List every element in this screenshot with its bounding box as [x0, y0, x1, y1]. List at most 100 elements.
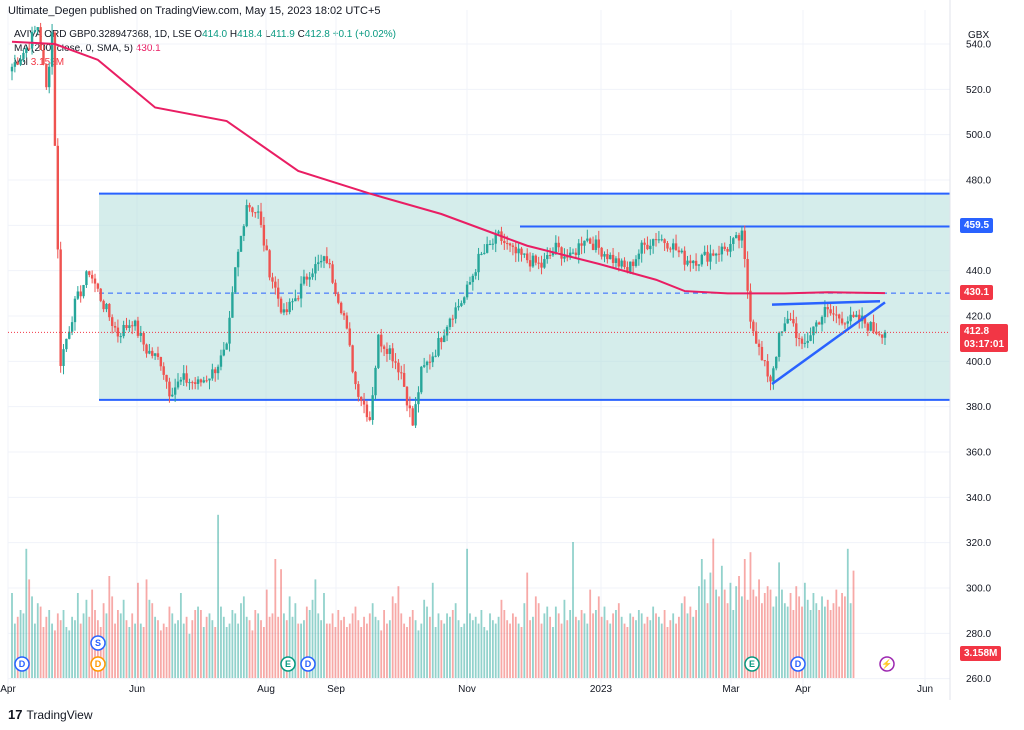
volume-bar — [635, 620, 637, 678]
volume-bar — [406, 627, 408, 678]
volume-bar — [720, 565, 723, 678]
candle — [308, 272, 311, 287]
candle-body — [30, 32, 34, 49]
volume-bar — [449, 616, 451, 678]
candle — [62, 344, 65, 375]
candle — [339, 301, 343, 315]
volume-bar — [540, 623, 543, 678]
candle — [231, 286, 234, 318]
candle-body — [772, 368, 775, 382]
volume-bar — [194, 610, 197, 678]
volume-bar — [320, 620, 323, 678]
candle — [746, 251, 749, 299]
candle-body — [16, 62, 19, 65]
volume-bar — [234, 613, 237, 678]
volume-bar — [626, 627, 629, 678]
price-chart[interactable]: 260.0 280.0 300.0 320.0 340.0 360.0 380.0 400.0… — [0, 0, 1024, 700]
candle-body — [400, 372, 403, 374]
candle-body — [108, 303, 111, 318]
volume-bar — [709, 572, 712, 678]
candle-body — [703, 251, 706, 255]
volume-bar — [291, 616, 294, 678]
candle — [646, 236, 649, 251]
candle-body — [93, 278, 97, 284]
candle-body — [225, 343, 228, 350]
candle-body — [597, 239, 600, 248]
candle-body — [795, 323, 798, 339]
candle-body — [517, 248, 520, 254]
volume-bar — [752, 589, 755, 678]
candle — [254, 211, 257, 218]
event-badge-label: S — [95, 638, 101, 648]
candle — [474, 268, 477, 280]
volume-bar — [852, 570, 855, 678]
candle — [179, 377, 183, 386]
candle — [59, 241, 62, 373]
candle — [523, 253, 526, 258]
y-tick-label: 340.0 — [966, 493, 991, 504]
volume-bar — [600, 616, 603, 678]
volume-bar — [803, 582, 806, 678]
candle — [302, 269, 306, 286]
candle — [216, 364, 220, 380]
volume-bar — [139, 623, 142, 678]
volume-bar — [569, 610, 572, 678]
volume-bar — [838, 606, 841, 678]
candle-body — [251, 207, 254, 213]
candle-body — [73, 298, 77, 323]
range-box-lines — [99, 192, 950, 401]
horizontal-levels — [99, 225, 950, 294]
volume-bar — [778, 562, 780, 678]
candle — [173, 378, 177, 402]
candle-body — [763, 360, 766, 362]
volume-bar — [486, 630, 489, 678]
candle-body — [654, 239, 658, 241]
candle — [692, 260, 695, 269]
candle-body — [858, 314, 861, 322]
candle-body — [849, 314, 852, 322]
candle-body — [832, 313, 835, 315]
candle — [508, 242, 512, 253]
y-tick-label: 520.0 — [966, 85, 991, 96]
candle-body — [50, 32, 54, 67]
volume-bar — [28, 579, 31, 678]
candle — [105, 302, 108, 313]
candle-body — [468, 282, 472, 285]
volume-bar — [274, 559, 277, 678]
candle — [10, 63, 14, 81]
volume-bar — [801, 606, 803, 678]
candle-body — [139, 332, 143, 336]
candle-body — [485, 244, 489, 253]
candle-body — [809, 335, 812, 341]
candle — [297, 295, 300, 302]
candle — [583, 240, 586, 254]
volume-bars — [11, 514, 855, 678]
candle — [360, 396, 363, 407]
volume-bar — [54, 630, 56, 678]
volume-bar — [821, 596, 823, 678]
candle — [514, 241, 517, 263]
footer-brand[interactable]: 17 TradingView — [8, 707, 93, 722]
volume-bar — [683, 596, 686, 678]
candle-body — [694, 260, 698, 266]
volume-bar — [317, 613, 320, 678]
candle-body — [560, 247, 563, 259]
candle — [242, 224, 246, 242]
candle-body — [692, 260, 695, 264]
volume-bar — [795, 586, 798, 678]
candle — [110, 314, 114, 334]
candle — [53, 31, 57, 146]
candle-body — [623, 260, 626, 268]
event-badge-circle — [280, 656, 296, 672]
candle-body — [22, 52, 25, 60]
legend-high-label: H — [229, 29, 238, 40]
candle — [683, 246, 686, 271]
candle-body — [105, 303, 108, 310]
candle-body — [780, 331, 784, 333]
candle — [199, 378, 203, 387]
volume-bar — [237, 623, 240, 678]
volume-bar — [257, 613, 260, 678]
volume-bar — [91, 589, 94, 678]
candle-body — [491, 243, 495, 245]
candle-body — [196, 379, 200, 384]
